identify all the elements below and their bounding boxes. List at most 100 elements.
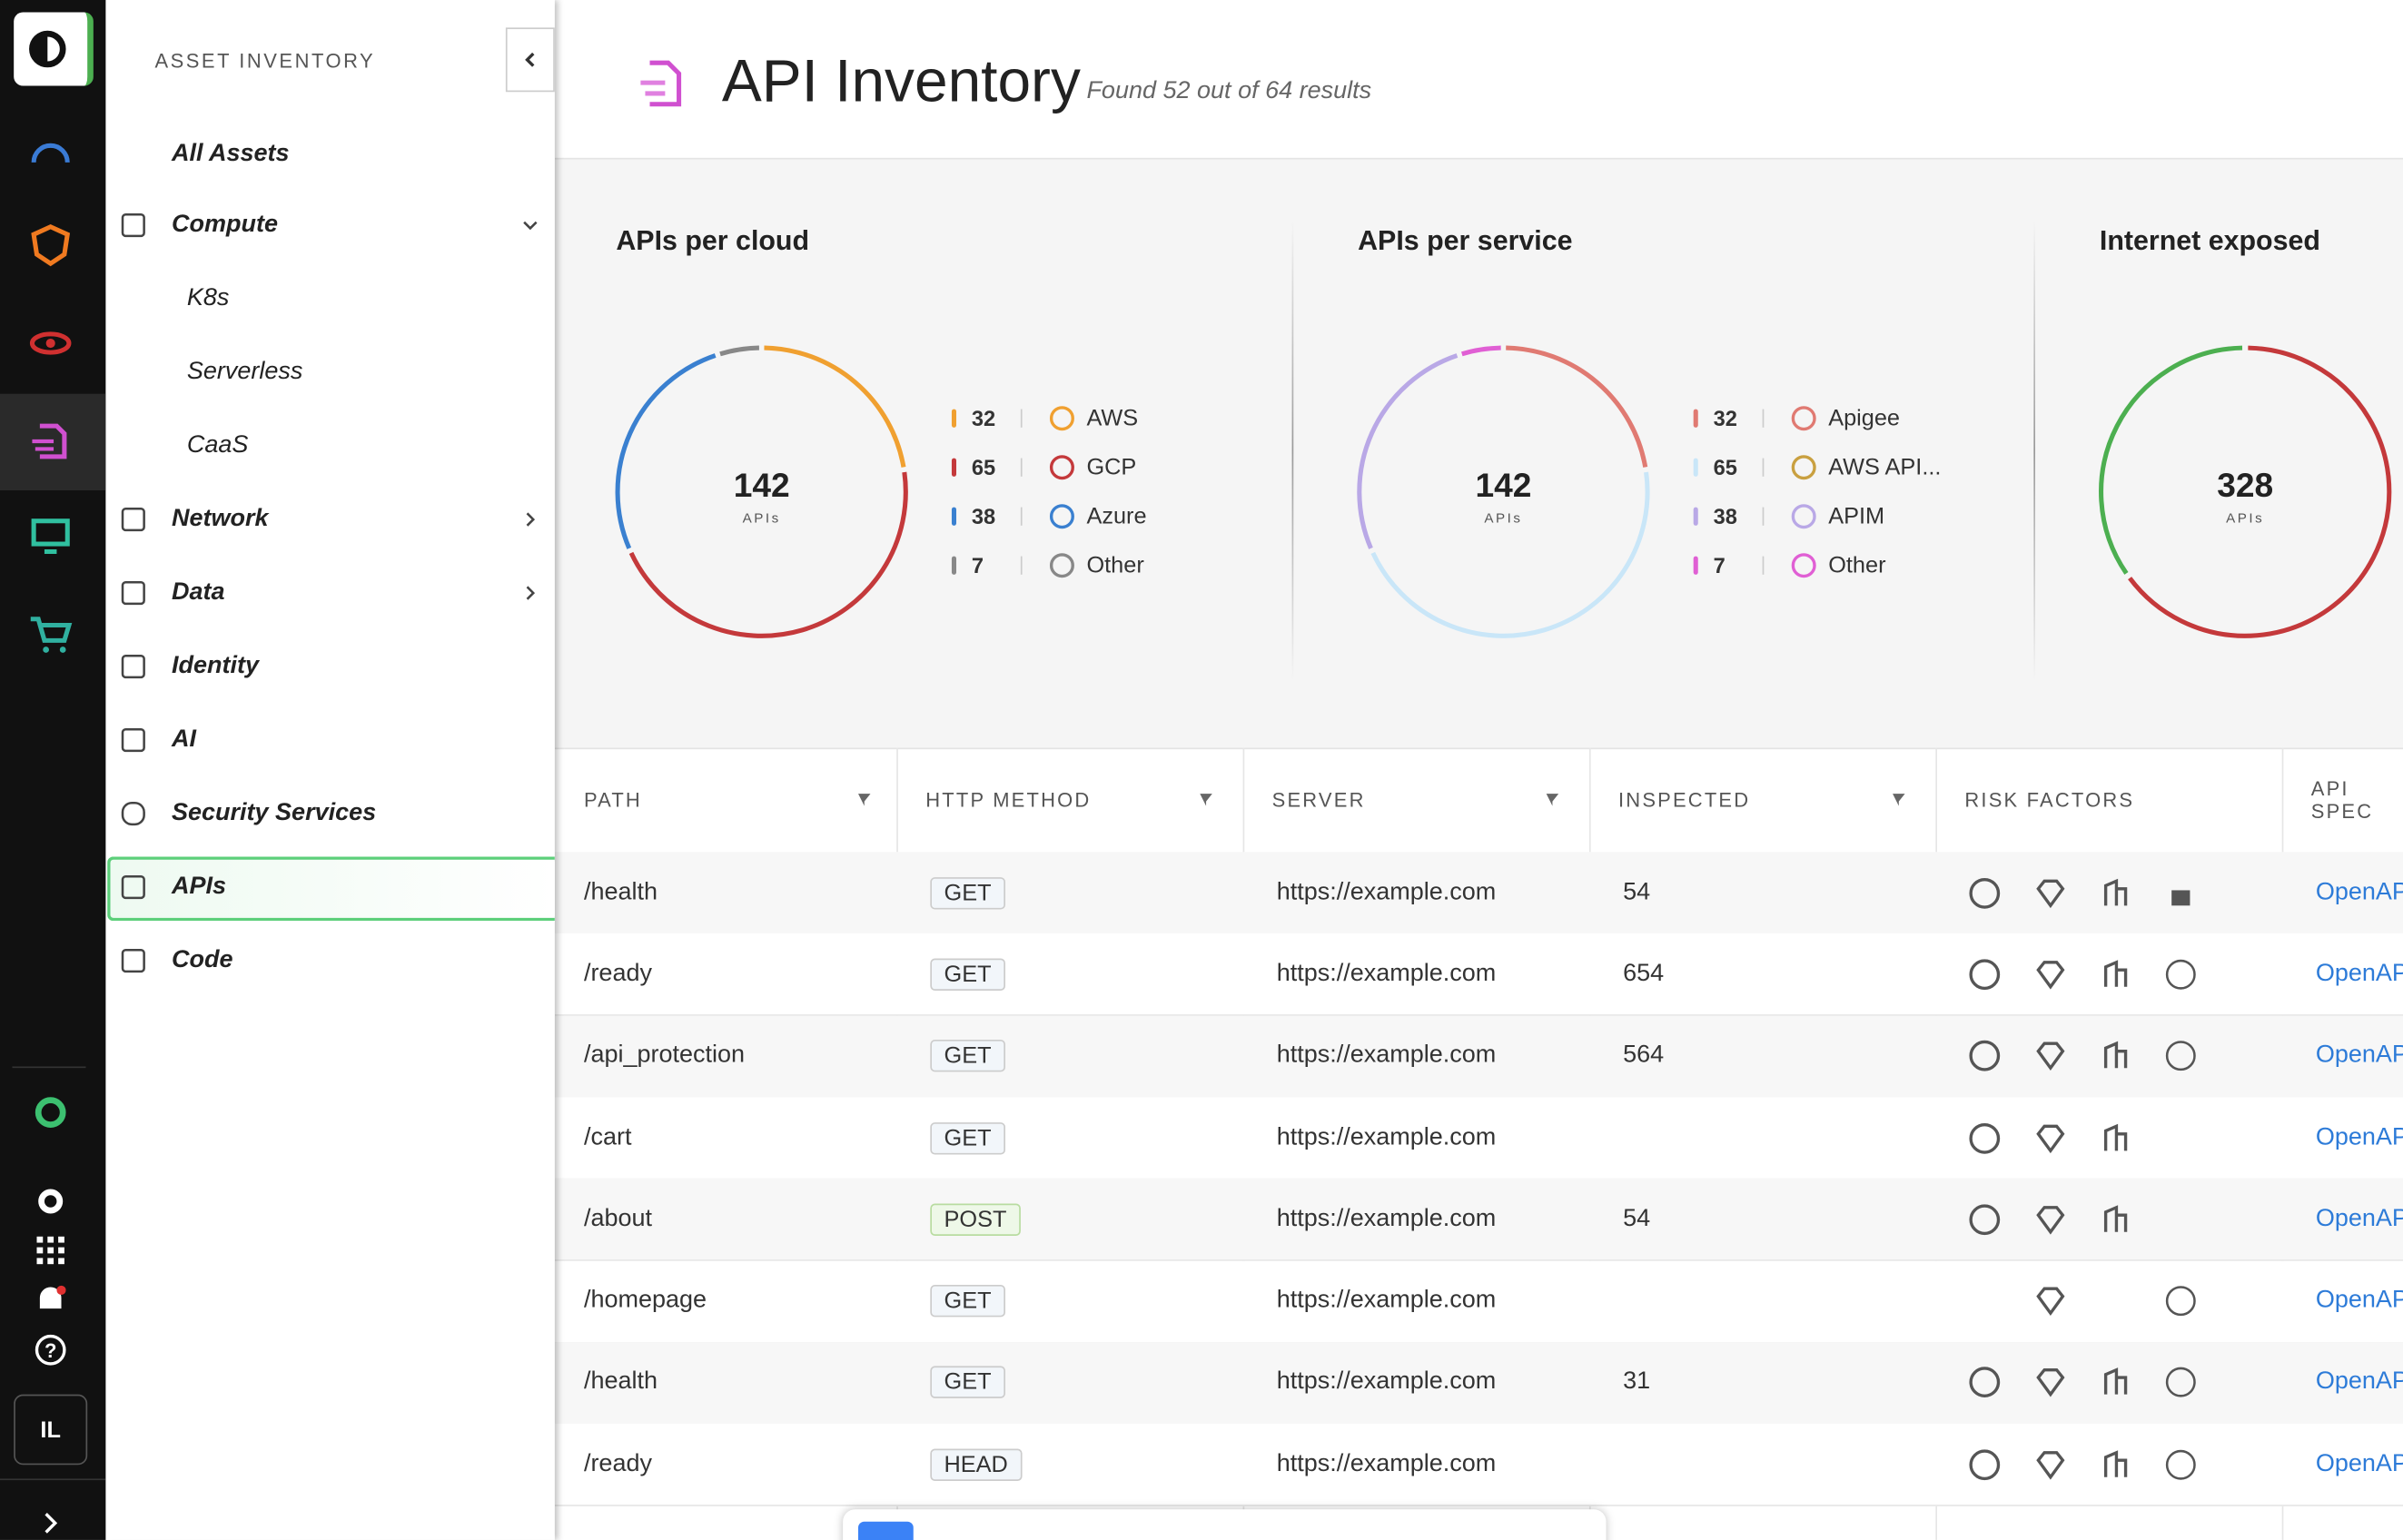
user-avatar[interactable]: IL [14,1395,87,1466]
method-badge: GET [930,1121,1004,1153]
toolbar-button[interactable] [858,1522,914,1540]
collapse-button[interactable] [506,27,555,92]
column-header[interactable]: API SPEC [2311,777,2403,824]
column-header[interactable]: RISK FACTORS [1964,788,2134,811]
cell-spec[interactable]: OpenAPI [2316,1451,2403,1478]
chevron[interactable] [521,510,539,528]
nav-icon[interactable] [26,221,75,270]
risk-icon [2100,1039,2133,1072]
icon-shape [1200,794,1212,806]
apps[interactable] [26,1226,75,1275]
icon-shape [1547,794,1559,806]
help[interactable]: ? [26,1326,75,1375]
column-header[interactable]: HTTP METHOD [925,788,1091,811]
risk-icon [2164,876,2198,910]
logo[interactable] [14,13,94,86]
nav-icon[interactable] [26,1088,75,1137]
nav-item[interactable]: Network [172,506,269,533]
nav-item[interactable]: APIs [172,874,226,901]
legend-count: 7 [1714,553,1726,578]
legend-label: AWS [1086,405,1138,431]
cell-server: https://example.com [1277,1206,1497,1233]
nav-icon[interactable] [26,512,75,561]
risk-icon [1968,1366,2002,1399]
risk-icon [2033,1039,2067,1072]
cell-inspected: 654 [1623,961,1664,988]
risk-icon [2033,958,2067,992]
nav-icon [118,945,149,976]
icon-shape [1971,1451,1998,1478]
cell-spec[interactable]: OpenAPI [2316,1206,2403,1233]
legend-label: AWS API... [1828,454,1941,480]
nav-item[interactable]: Identity [172,653,259,680]
risk-icon [2164,1447,2198,1481]
cell-path: /about [584,1206,652,1233]
section-label: ASSET INVENTORY [154,49,375,72]
nav-item[interactable]: Code [172,947,233,974]
risk-icon [2100,876,2133,910]
nav-item[interactable]: Security Services [172,800,376,827]
cell-inspected: 31 [1623,1369,1650,1397]
settings[interactable] [26,1177,75,1226]
cell-spec[interactable]: OpenAPI [2316,961,2403,988]
icon-shape [123,803,144,824]
filter-icon[interactable] [1199,792,1214,807]
icon-shape [858,794,871,806]
cell-spec[interactable]: OpenAPI [2316,1042,2403,1070]
legend-separator [1021,410,1023,428]
nav-item[interactable]: Data [172,579,225,607]
nav-item[interactable]: All Assets [172,141,290,168]
risk-icon [2033,876,2067,910]
cell-inspected: 54 [1623,879,1650,906]
nav-icon[interactable] [26,610,75,659]
icon-shape [1052,408,1073,429]
cell-spec[interactable]: OpenAPI [2316,879,2403,906]
donut-unit: APIs [1427,510,1580,526]
chevron[interactable] [521,216,539,234]
legend-swatch [1694,557,1698,575]
risk-icon [2100,1120,2133,1154]
cell-spec[interactable]: OpenAPI [2316,1288,2403,1315]
column-header[interactable]: INSPECTED [1618,788,1750,811]
nav-item[interactable]: AI [172,726,196,754]
filter-icon[interactable] [856,792,872,807]
column-header[interactable]: PATH [584,788,642,811]
legend-swatch [952,459,956,477]
icon-shape [1971,1124,1998,1151]
risk-icon [2033,1202,2067,1236]
method-badge: GET [930,1285,1004,1317]
cell-path: /health [584,879,658,906]
donut-unit: APIs [2169,510,2322,526]
legend-icon [1045,452,1079,483]
cell-server: https://example.com [1277,1042,1497,1070]
nav-item[interactable]: Compute [172,212,278,239]
notifications[interactable] [26,1275,75,1324]
column-header[interactable]: SERVER [1272,788,1366,811]
nav-item[interactable]: Serverless [187,359,303,386]
risk-icon [2033,1447,2067,1481]
nav-item[interactable]: K8s [187,285,230,312]
method-badge: GET [930,958,1004,990]
nav-item[interactable]: CaaS [187,432,249,459]
floating-toolbar[interactable] [843,1509,1606,1540]
legend-separator [1763,508,1765,526]
chevron[interactable] [521,584,539,602]
expand[interactable] [26,1498,75,1540]
filter-icon[interactable] [1545,792,1560,807]
icon-shape [2167,1042,2194,1070]
nav-icon[interactable] [26,417,75,466]
filter-icon[interactable] [1891,792,1906,807]
icon-shape [1793,555,1815,577]
icon-shape [2106,962,2126,987]
cell-server: https://example.com [1277,1124,1497,1151]
legend-swatch [1694,508,1698,526]
cell-spec[interactable]: OpenAPI [2316,1124,2403,1151]
nav-icon[interactable] [26,129,75,178]
nav-icon[interactable] [26,319,75,368]
divider [1292,221,1294,680]
legend-icon [1045,550,1079,581]
cell-spec[interactable]: OpenAPI [2316,1369,2403,1397]
widget-title: APIs per cloud [616,225,809,257]
icon-shape [1052,506,1073,528]
